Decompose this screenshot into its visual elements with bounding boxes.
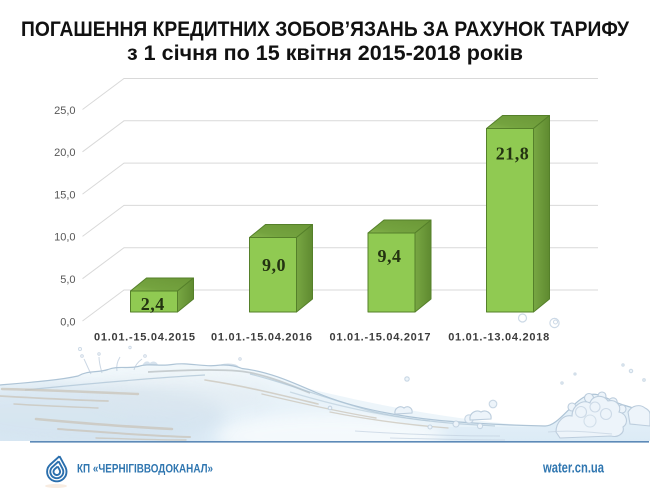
svg-text:20,0: 20,0 <box>54 147 75 159</box>
svg-text:9,0: 9,0 <box>262 255 286 275</box>
svg-text:з 1 січня по 15 квітня 2015-20: з 1 січня по 15 квітня 2015-2018 років <box>127 42 523 65</box>
svg-text:9,4: 9,4 <box>378 246 402 266</box>
svg-text:01.01.-13.04.2018: 01.01.-13.04.2018 <box>448 331 549 343</box>
svg-text:10,0: 10,0 <box>54 232 75 244</box>
svg-text:25,0: 25,0 <box>54 105 75 117</box>
svg-text:01.01.-15.04.2015: 01.01.-15.04.2015 <box>94 331 195 343</box>
svg-text:КП «ЧЕРНІГІВВОДОКАНАЛ»: КП «ЧЕРНІГІВВОДОКАНАЛ» <box>77 462 213 476</box>
svg-text:5,0: 5,0 <box>60 274 75 286</box>
svg-text:01.01.-15.04.2017: 01.01.-15.04.2017 <box>330 331 431 343</box>
svg-text:21,8: 21,8 <box>496 143 530 163</box>
svg-text:ПОГАШЕННЯ КРЕДИТНИХ ЗОБОВ’ЯЗАН: ПОГАШЕННЯ КРЕДИТНИХ ЗОБОВ’ЯЗАНЬ ЗА РАХУН… <box>21 18 630 41</box>
svg-text:15,0: 15,0 <box>54 189 75 201</box>
svg-text:water.cn.ua: water.cn.ua <box>542 460 604 476</box>
svg-text:01.01.-15.04.2016: 01.01.-15.04.2016 <box>211 331 312 343</box>
svg-text:0,0: 0,0 <box>60 316 75 328</box>
svg-text:2,4: 2,4 <box>141 294 165 314</box>
